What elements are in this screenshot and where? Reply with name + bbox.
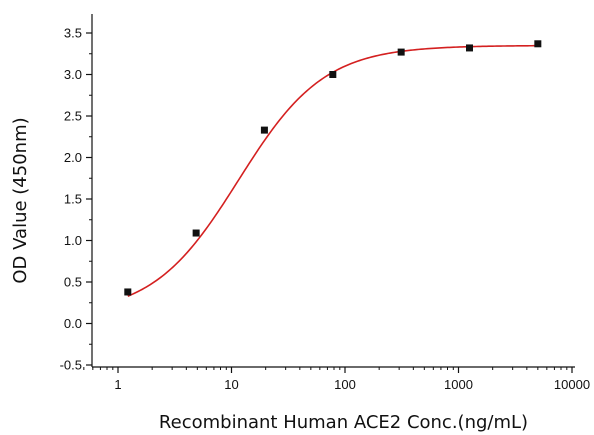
fit-curve — [127, 44, 538, 297]
data-point — [329, 71, 337, 78]
fit-curve-layer — [127, 44, 538, 297]
x-axis-ticks: 1 10 100 1000 10000 — [83, 367, 590, 392]
y-tick-label: -0.5 — [60, 358, 82, 373]
y-tick-label: 1.5 — [64, 192, 82, 207]
x-tick-label: 10 — [224, 377, 238, 392]
data-point — [534, 40, 542, 48]
y-tick-label: 0.5 — [64, 275, 82, 290]
y-axis-ticks: -0.5 0.0 0.5 1.0 1.5 2.0 2.5 3.0 3.5 — [60, 26, 92, 373]
x-axis-title: Recombinant Human ACE2 Conc.(ng/mL) — [159, 412, 528, 433]
data-point — [397, 48, 405, 56]
data-point — [260, 126, 268, 134]
data-point — [465, 44, 473, 52]
y-axis-title: OD Value (450nm) — [10, 117, 31, 283]
y-tick-label: 3.0 — [64, 67, 82, 82]
y-tick-label: 2.0 — [64, 150, 82, 165]
y-tick-label: 1.0 — [64, 233, 82, 248]
x-tick-label: 10000 — [554, 377, 590, 392]
axes: 1 10 100 1000 10000 -0.5 0.0 0.5 1.0 1.5 2.0 2.5 3.… — [60, 14, 590, 392]
y-tick-label: 0.0 — [64, 316, 82, 331]
x-tick-label: 100 — [334, 377, 356, 392]
data-points-layer — [124, 40, 542, 296]
x-tick-label: 1000 — [444, 377, 473, 392]
y-tick-label: 3.5 — [64, 26, 82, 41]
data-point — [124, 288, 132, 296]
data-point — [192, 229, 200, 237]
x-tick-label: 1 — [114, 377, 121, 392]
y-tick-label: 2.5 — [64, 109, 82, 124]
